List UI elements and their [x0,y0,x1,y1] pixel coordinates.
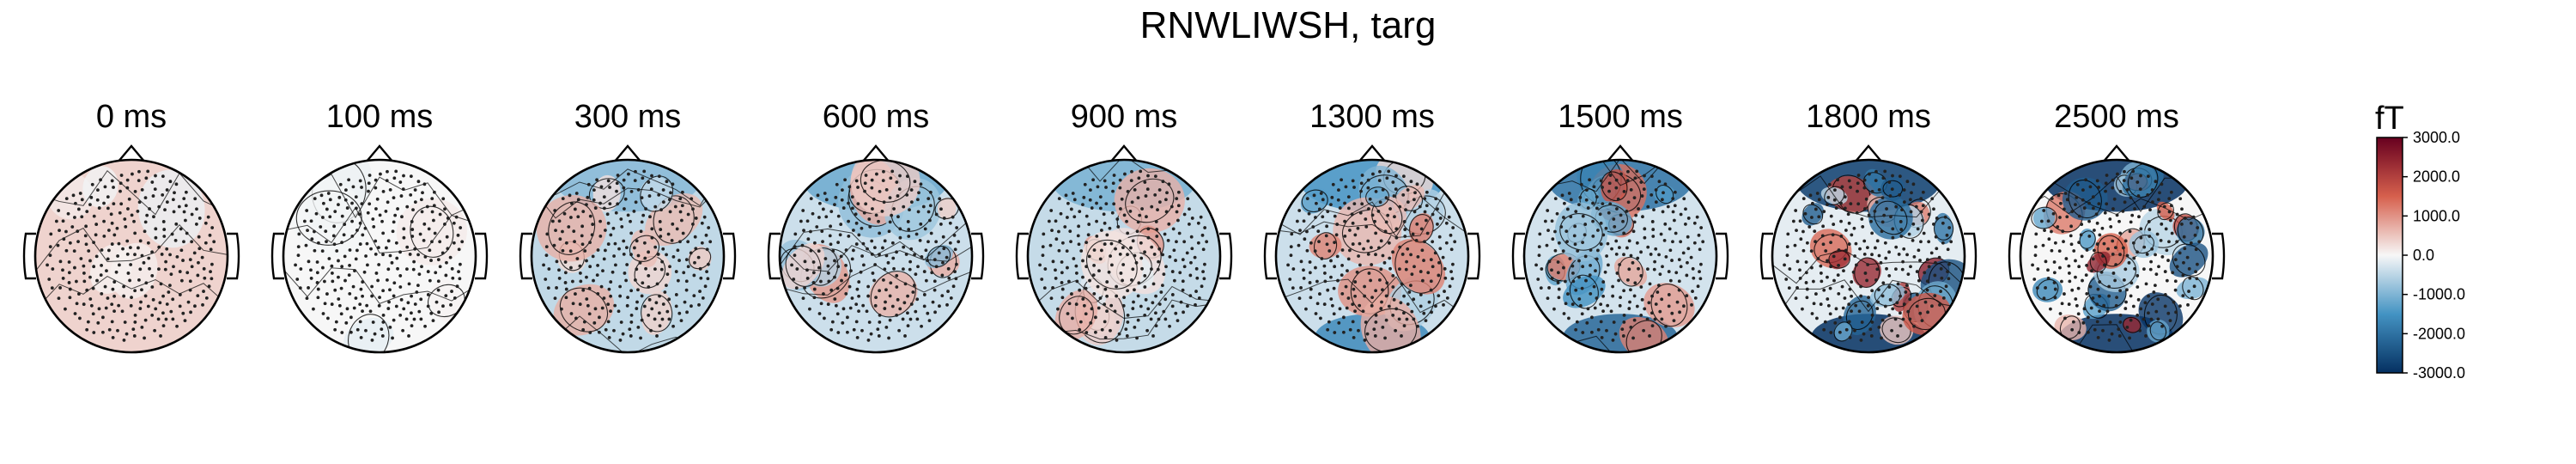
panel-label: 1800 ms [1806,99,1931,135]
sensor-dots [542,169,713,342]
head-outline [778,158,974,354]
colorbar-gradient [2376,137,2403,374]
colorbar-tick-label: 0.0 [2413,247,2434,264]
colorbar-ticks: 3000.0 2000.0 1000.0 0.0 -1000.0 -2000.0 -3000… [2403,129,2465,382]
right-ear [1219,232,1233,280]
topomap-panel: 0 ms [22,99,240,354]
right-ear [971,232,985,280]
field-map [1524,160,1716,352]
panel-label: 100 ms [326,99,434,135]
head-outline [530,158,726,354]
right-ear [2212,232,2226,280]
head-outline [33,158,229,354]
colorbar-tick-label: 3000.0 [2413,129,2460,146]
topomap-panel: 1300 ms [1263,99,1481,354]
figure-title: RNWLIWSH, targ [1140,4,1437,46]
left-ear [767,232,781,280]
left-ear [1759,232,1773,280]
nose [365,144,394,163]
panel-label: 300 ms [574,99,682,135]
nose [2102,144,2131,163]
panel-label: 2500 ms [2054,99,2179,135]
right-ear [475,232,489,280]
sensor-dots [1038,169,1209,342]
head-outline [282,158,477,354]
head-outline [1026,158,1222,354]
panel-label: 0 ms [96,99,167,135]
colorbar-tick-label: -2000.0 [2413,325,2465,342]
sensor-dots [790,169,961,342]
field-map [1028,160,1220,352]
sensor-dots [1286,169,1457,342]
nose [1358,144,1387,163]
colorbar-unit: fT [2375,101,2404,137]
topomap-panel: 2500 ms [2008,99,2226,354]
nose [861,144,890,163]
head-outline [1274,158,1470,354]
topomap-panel: 1500 ms [1511,99,1729,354]
nose [1606,144,1635,163]
colorbar-tick-label: -3000.0 [2413,364,2465,382]
head-outline [2019,158,2215,354]
left-ear [22,232,36,280]
topomap-panel: 100 ms [270,99,489,354]
left-ear [519,232,532,280]
left-ear [270,232,284,280]
panel-label: 600 ms [823,99,930,135]
nose [613,144,642,163]
right-ear [1467,232,1481,280]
right-ear [723,232,737,280]
topomap-panel: 300 ms [519,99,737,354]
sensor-dots [294,169,465,342]
sensor-dots [2031,169,2202,342]
head-outline [1771,158,1966,354]
left-ear [1263,232,1277,280]
left-ear [1015,232,1029,280]
sensor-dots [1783,169,1953,342]
colorbar: fT 3000.0 2000.0 1000.0 0.0 -1000.0 -2000.0 -3… [2375,101,2465,382]
panel-label: 1500 ms [1558,99,1683,135]
panel-label: 1300 ms [1309,99,1435,135]
topomap-panel: 900 ms [1015,99,1233,354]
colorbar-tick-label: 2000.0 [2413,168,2460,186]
field-map [1276,160,1468,352]
topomap-panel: 600 ms [767,99,985,354]
left-ear [1511,232,1525,280]
nose [1109,144,1139,163]
right-ear [1964,232,1978,280]
sensor-dots [1534,169,1705,342]
panel-label: 900 ms [1071,99,1178,135]
field-map [2020,160,2213,352]
right-ear [227,232,240,280]
nose [117,144,146,163]
head-outline [1522,158,1718,354]
topomap-panels: 0 ms 100 ms 300 ms 600 ms 900 ms 1300 ms 1500 … [22,99,2226,354]
field-map [780,160,972,352]
nose [1854,144,1883,163]
left-ear [2008,232,2021,280]
topomap-panel: 1800 ms [1759,99,1978,354]
colorbar-tick-label: 1000.0 [2413,207,2460,224]
right-ear [1716,232,1729,280]
colorbar-tick-label: -1000.0 [2413,286,2465,303]
sensor-dots [46,169,216,342]
